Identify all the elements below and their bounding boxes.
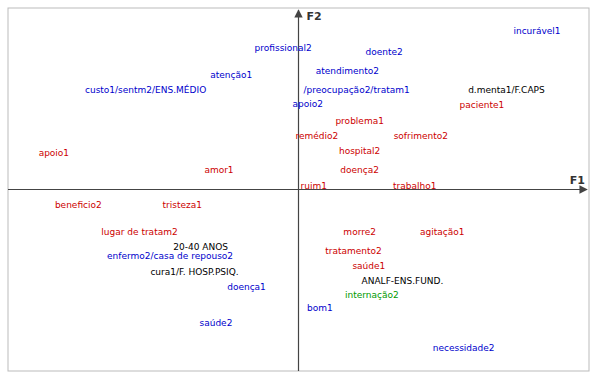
point-label: 20-40 ANOS xyxy=(173,242,228,252)
point-label: atenção1 xyxy=(210,70,252,80)
point-label: apoio1 xyxy=(39,148,69,158)
point-label: necessidade2 xyxy=(433,343,495,353)
points: incurável1 profissional2 doente2 atenção1 at… xyxy=(39,26,561,353)
point-label: doença2 xyxy=(340,165,379,175)
point-label: amor1 xyxy=(204,165,233,175)
point-label: /preocupação2/tratam1 xyxy=(304,85,410,95)
point-label: lugar de tratam2 xyxy=(101,227,177,237)
point-label: internação2 xyxy=(345,290,399,300)
point-label: remédio2 xyxy=(295,131,338,141)
point-label: d.menta1/F.CAPS xyxy=(468,85,545,95)
point-label: tratamento2 xyxy=(325,246,382,256)
point-label: ruim1 xyxy=(301,181,327,191)
point-label: enfermo2/casa de repouso2 xyxy=(107,251,233,261)
point-label: doente2 xyxy=(365,47,402,57)
chart: F1 F2 incurável1 profissional2 doente2 atençã… xyxy=(0,0,597,379)
point-label: agitação1 xyxy=(420,227,464,237)
f1-axis xyxy=(8,189,587,190)
point-label: doença1 xyxy=(227,282,266,292)
point-label: sofrimento2 xyxy=(394,131,448,141)
point-label: beneficio2 xyxy=(55,200,102,210)
x-axis-title: F1 xyxy=(570,174,585,187)
point-label: atendimento2 xyxy=(316,66,379,76)
point-label: cura1/F. HOSP.PSIQ. xyxy=(150,267,238,277)
point-label: hospital2 xyxy=(339,146,380,156)
plot-frame xyxy=(8,8,589,371)
point-label: problema1 xyxy=(335,116,383,126)
point-label: tristeza1 xyxy=(163,200,202,210)
point-label: saúde2 xyxy=(199,318,232,328)
f2-axis xyxy=(298,10,299,371)
point-label: paciente1 xyxy=(460,100,505,110)
point-label: profissional2 xyxy=(255,43,312,53)
point-label: saúde1 xyxy=(352,261,385,271)
point-label: bom1 xyxy=(307,303,333,313)
point-label: morre2 xyxy=(343,227,376,237)
plot: F1 F2 incurável1 profissional2 doente2 atençã… xyxy=(8,8,589,371)
point-label: apoio2 xyxy=(292,99,322,109)
y-axis-title: F2 xyxy=(307,10,322,23)
point-label: ANALF-ENS.FUND. xyxy=(362,276,444,286)
point-label: custo1/sentm2/ENS.MÉDIO xyxy=(85,84,206,95)
point-label: trabalho1 xyxy=(393,181,436,191)
point-label: incurável1 xyxy=(513,26,560,36)
